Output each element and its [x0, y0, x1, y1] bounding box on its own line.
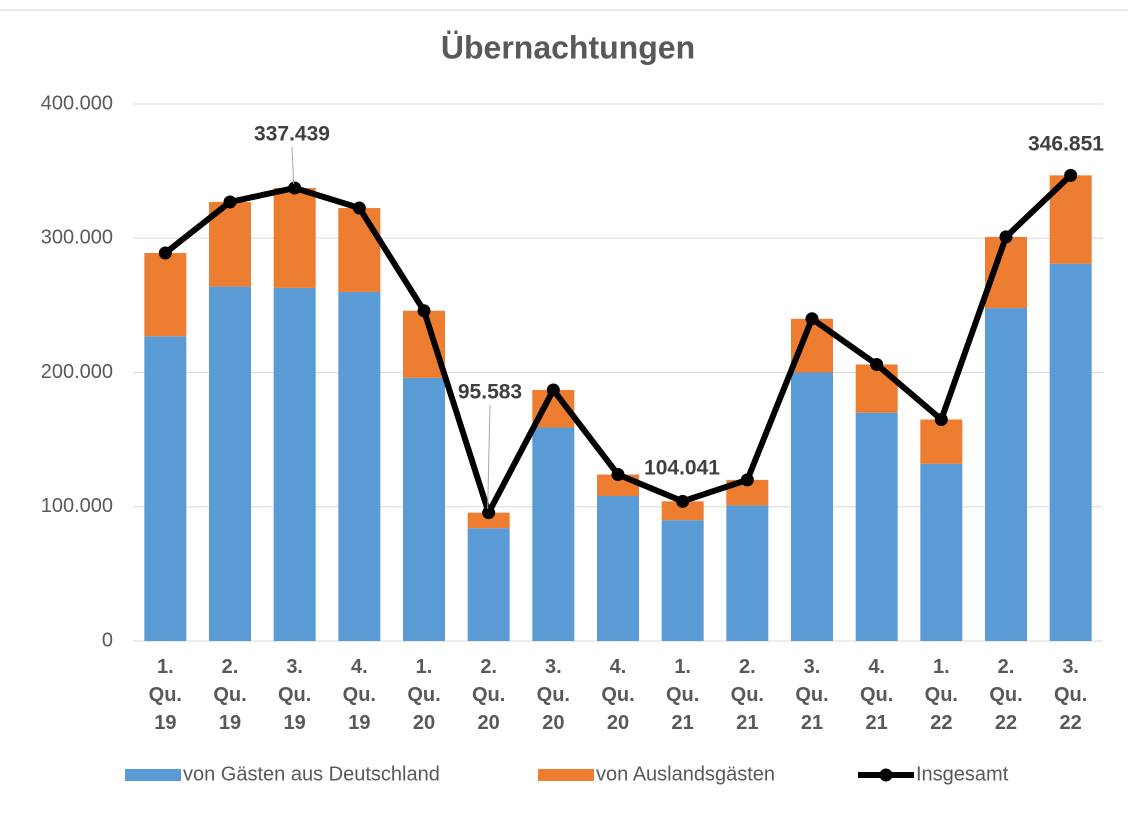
y-tick-label: 100.000	[41, 495, 113, 517]
marker	[546, 383, 560, 397]
marker	[934, 412, 948, 426]
bar	[661, 501, 704, 521]
x-tick-label: 2. Qu. 20	[472, 656, 505, 734]
y-tick-label: 200.000	[41, 361, 113, 383]
y-tick-label: 300.000	[41, 227, 113, 249]
marker	[223, 195, 237, 209]
x-tick-label: 1. Qu. 20	[407, 656, 440, 734]
bar	[661, 520, 704, 641]
marker	[288, 181, 302, 195]
x-tick-label: 4. Qu. 20	[601, 656, 634, 734]
bar	[855, 412, 898, 641]
legend-label: von Auslandsgästen	[596, 763, 775, 785]
bar	[144, 336, 187, 641]
x-tick-label: 3. Qu. 19	[278, 656, 311, 734]
bar	[467, 528, 510, 641]
marker	[1064, 168, 1078, 182]
y-tick-label: 400.000	[41, 92, 113, 114]
marker	[417, 304, 431, 318]
bar	[726, 505, 769, 641]
bar	[209, 286, 251, 641]
x-tick-label: 2. Qu. 19	[213, 656, 246, 734]
bar	[273, 187, 316, 288]
legend-label: Insgesamt	[916, 763, 1009, 785]
bar	[791, 372, 833, 641]
bar	[532, 427, 575, 641]
marker	[870, 357, 884, 371]
legend-swatch	[879, 768, 893, 782]
x-tick-label: 4. Qu. 19	[343, 656, 376, 734]
x-tick-label: 3. Qu. 20	[537, 656, 570, 734]
marker	[676, 494, 690, 508]
marker	[482, 506, 496, 520]
bar	[985, 308, 1027, 641]
x-tick-label: 1. Qu. 22	[925, 656, 958, 734]
bar	[920, 463, 963, 641]
legend-swatch	[125, 769, 181, 781]
bar	[855, 364, 898, 413]
legend-label: von Gästen aus Deutschland	[183, 763, 440, 785]
bar	[273, 287, 316, 641]
x-tick-label: 2. Qu. 22	[989, 656, 1022, 734]
bar	[920, 419, 963, 464]
bar	[597, 496, 639, 641]
bar	[144, 253, 187, 337]
leader-line	[291, 146, 295, 185]
x-tick-label: 4. Qu. 21	[860, 656, 893, 734]
legend-swatch	[538, 769, 594, 781]
x-tick-label: 1. Qu. 19	[149, 656, 182, 734]
x-tick-label: 3. Qu. 22	[1054, 656, 1087, 734]
bar	[403, 377, 445, 641]
x-tick-label: 2. Qu. 21	[731, 656, 764, 734]
data-label: 95.583	[458, 381, 522, 404]
bar	[403, 310, 445, 378]
x-tick-label: 3. Qu. 21	[795, 656, 828, 734]
bar	[338, 208, 381, 292]
marker	[158, 246, 172, 260]
bar	[338, 291, 381, 641]
bar	[1049, 263, 1092, 641]
bar	[467, 512, 510, 529]
y-tick-label: 0	[102, 629, 113, 651]
marker	[352, 201, 366, 215]
marker	[805, 312, 819, 326]
leader-line	[487, 404, 491, 509]
data-label: 346.851	[1028, 133, 1104, 156]
chart-title: Übernachtungen	[441, 29, 695, 65]
data-label: 337.439	[254, 123, 330, 146]
x-tick-label: 1. Qu. 21	[666, 656, 699, 734]
marker	[611, 468, 625, 482]
data-label: 104.041	[644, 457, 720, 480]
marker	[740, 473, 754, 487]
marker	[999, 230, 1013, 244]
